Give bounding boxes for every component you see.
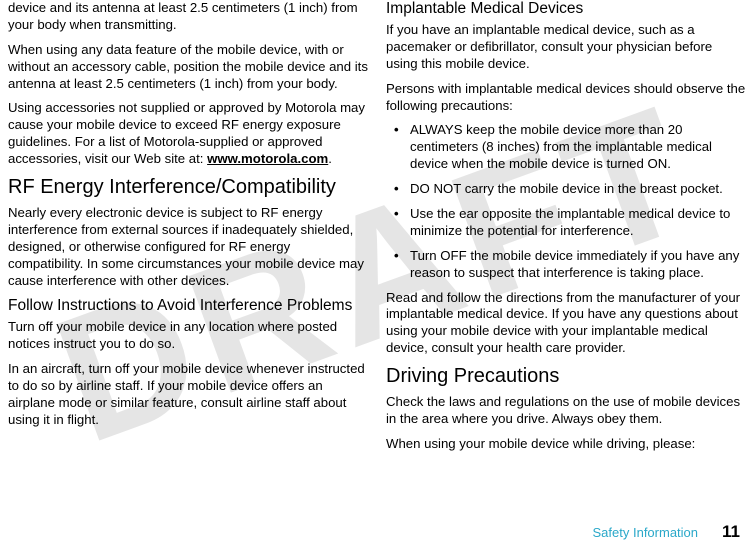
body-text: Turn off your mobile device in any locat… [8,319,368,353]
body-text: device and its antenna at least 2.5 cent… [8,0,368,34]
body-text: In an aircraft, turn off your mobile dev… [8,361,368,429]
heading-driving: Driving Precautions [386,365,746,388]
list-item: ALWAYS keep the mobile device more than … [410,122,746,173]
subheading-implantable: Implantable Medical Devices [386,0,746,18]
list-item: Turn OFF the mobile device immediately i… [410,248,746,282]
footer-section-label: Safety Information [593,525,699,540]
body-text: Nearly every electronic device is subjec… [8,205,368,289]
body-text: If you have an implantable medical devic… [386,22,746,73]
list-item: Use the ear opposite the implantable med… [410,206,746,240]
body-text: Using accessories not supplied or approv… [8,100,368,168]
right-column: Implantable Medical Devices If you have … [386,0,746,461]
precautions-list: ALWAYS keep the mobile device more than … [386,122,746,281]
body-text: Check the laws and regulations on the us… [386,394,746,428]
body-text: Read and follow the directions from the … [386,290,746,358]
left-column: device and its antenna at least 2.5 cent… [8,0,368,461]
link-motorola: www.motorola.com [207,151,328,166]
page-content: device and its antenna at least 2.5 cent… [0,0,754,461]
page-number: 11 [722,522,740,542]
body-text: When using your mobile device while driv… [386,436,746,453]
heading-rf-energy: RF Energy Interference/Compatibility [8,176,368,199]
page-footer: Safety Information 11 [593,522,740,542]
subheading-interference: Follow Instructions to Avoid Interferenc… [8,297,368,315]
body-text: Persons with implantable medical devices… [386,81,746,115]
body-text: When using any data feature of the mobil… [8,42,368,93]
list-item: DO NOT carry the mobile device in the br… [410,181,746,198]
